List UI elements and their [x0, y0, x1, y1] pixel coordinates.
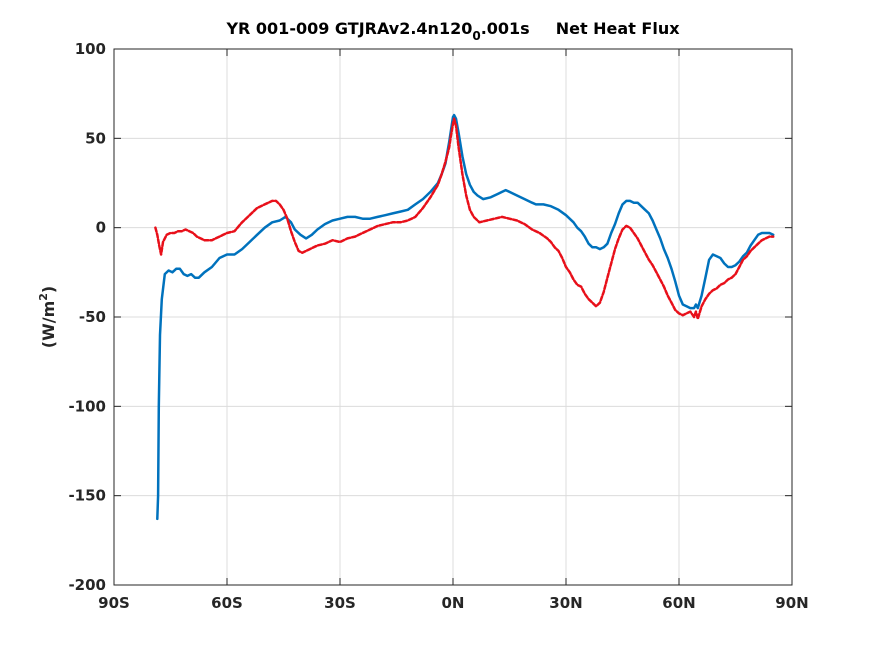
chart-title-prefix: YR 001-009 GTJRAv2.4n120 — [225, 19, 472, 38]
x-tick-label: 60S — [211, 594, 243, 612]
x-tick-label: 90S — [98, 594, 130, 612]
chart-title-suffix: .001s — [481, 19, 530, 38]
y-tick-label: -100 — [68, 397, 106, 415]
y-tick-label: -150 — [68, 487, 106, 505]
x-tick-label: 0N — [442, 594, 465, 612]
y-tick-label: 0 — [96, 219, 106, 237]
x-tick-label: 30S — [324, 594, 356, 612]
chart-title: YR 001-009 GTJRAv2.4n1200.001s Net Heat F… — [225, 19, 680, 43]
tick-labels: 90S 60S 30S 0N 30N 60N 90N 100 50 0 -50 -100 -150 -20… — [68, 40, 808, 612]
series-line-1 — [156, 113, 775, 521]
y-tick-label: 50 — [85, 129, 106, 147]
chart-title-subscript: 0 — [472, 29, 480, 43]
y-axis-label-close: ) — [39, 286, 58, 293]
y-tick-label: -50 — [79, 308, 106, 326]
y-tick-label: 100 — [75, 40, 106, 58]
x-tick-label: 30N — [549, 594, 582, 612]
y-axis-label-main: (W/m — [39, 301, 58, 348]
series-line-2 — [154, 117, 775, 321]
x-tick-label: 90N — [775, 594, 808, 612]
tick-marks — [113, 48, 793, 586]
x-tick-label: 60N — [662, 594, 695, 612]
y-axis-label: (W/m2) — [37, 286, 58, 348]
series-group — [154, 113, 775, 521]
chart-title-variable: Net Heat Flux — [556, 19, 681, 38]
y-tick-label: -200 — [68, 576, 106, 594]
y-axis-label-sup: 2 — [37, 293, 50, 301]
grid — [114, 49, 792, 585]
